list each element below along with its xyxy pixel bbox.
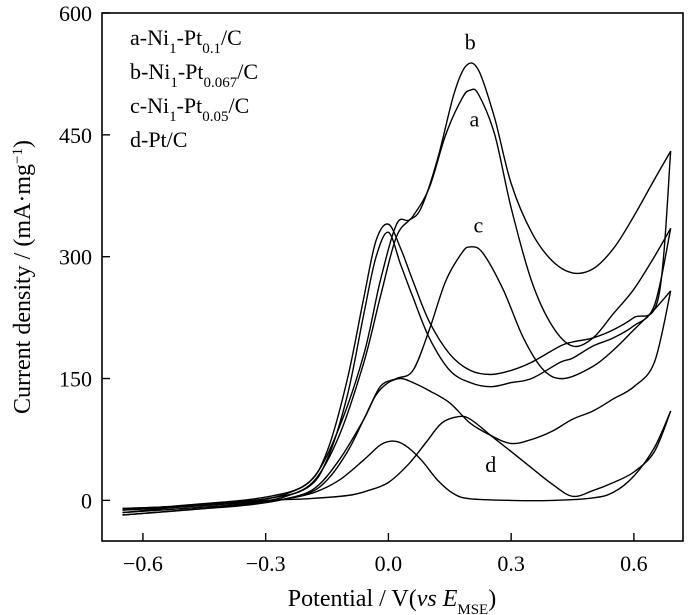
x-tick-label: 0.6 — [620, 551, 648, 576]
legend-entry-c: c-Ni1-Pt0.05/C — [130, 93, 249, 125]
x-tick-label: −0.6 — [123, 551, 163, 576]
series-b-forward-scan — [122, 62, 672, 511]
y-axis-title: Current density / (mA·mg−1) — [10, 140, 36, 414]
x-axis-ticks: −0.6 −0.3 0.0 0.3 0.6 — [123, 533, 648, 576]
series-d-forward-scan — [122, 410, 672, 510]
y-tick-label: 300 — [59, 245, 92, 270]
series-label-d: d — [485, 452, 496, 477]
y-tick-label: 450 — [59, 123, 92, 148]
x-tick-label: 0.0 — [375, 551, 403, 576]
legend-entry-a: a-Ni1-Pt0.1/C — [130, 25, 242, 57]
y-axis-ticks: 0 150 300 450 600 — [59, 1, 110, 513]
y-tick-label: 150 — [59, 367, 92, 392]
y-tick-label: 600 — [59, 1, 92, 26]
x-axis-title: Potential / V(vs EMSE) — [288, 586, 496, 615]
x-tick-label: 0.3 — [497, 551, 525, 576]
legend-entry-d: d-Pt/C — [130, 127, 187, 152]
x-tick-label: −0.3 — [246, 551, 286, 576]
legend-entry-b: b-Ni1-Pt0.067/C — [130, 59, 258, 91]
series-a-forward-scan — [122, 88, 672, 514]
series-labels: a b c d — [465, 30, 496, 477]
series-curves — [122, 62, 672, 516]
series-c-reverse-scan — [122, 290, 672, 516]
series-d-reverse-scan — [122, 410, 672, 510]
series-b-reverse-scan — [122, 151, 672, 511]
y-tick-label: 0 — [81, 488, 92, 513]
series-label-c: c — [474, 212, 484, 237]
series-label-b: b — [465, 30, 476, 55]
plot-frame — [101, 12, 684, 542]
legend: a-Ni1-Pt0.1/C b-Ni1-Pt0.067/C c-Ni1-Pt0.… — [130, 25, 258, 152]
series-a-reverse-scan — [122, 228, 672, 514]
series-c-forward-scan — [122, 246, 672, 516]
series-label-a: a — [469, 107, 479, 132]
